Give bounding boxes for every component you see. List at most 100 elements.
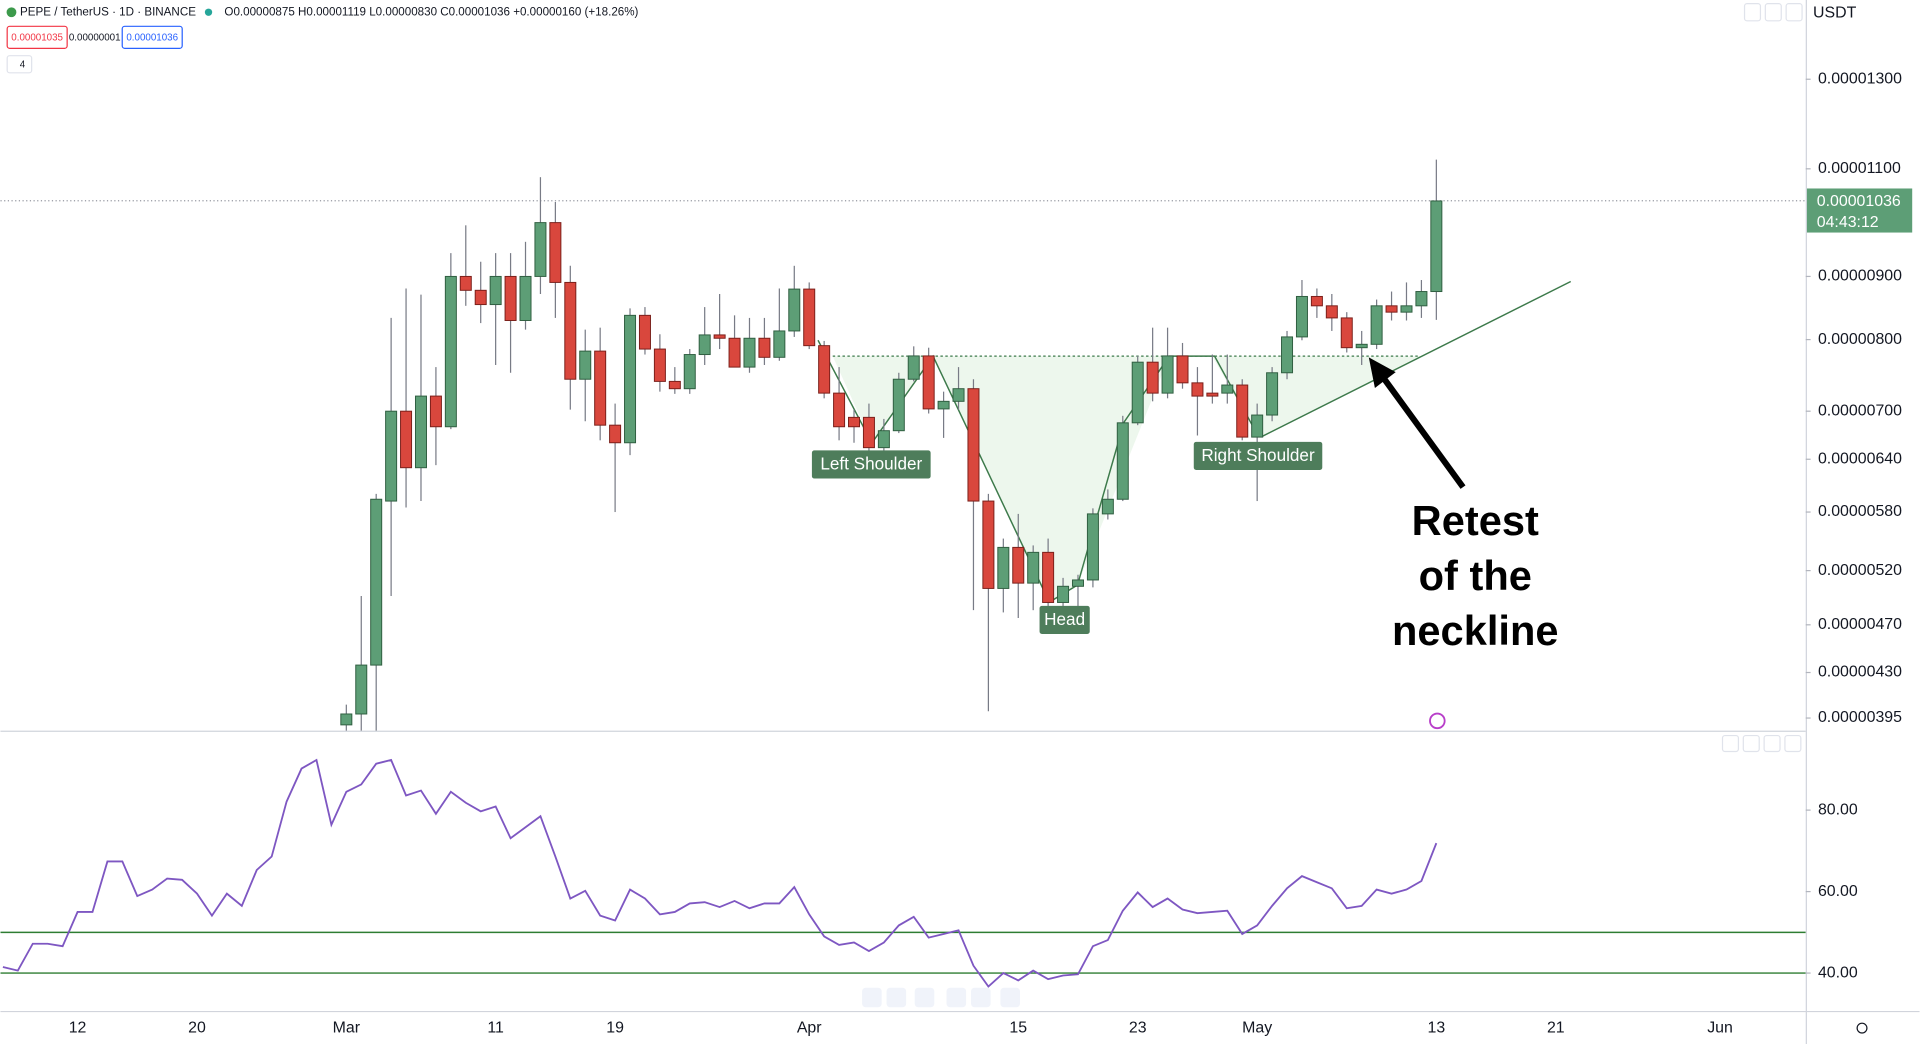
candle-body [653, 348, 666, 382]
candle-body [683, 354, 696, 390]
reset-zoom[interactable] [914, 987, 935, 1008]
candle-body [609, 424, 622, 444]
currency: USDT [1813, 5, 1857, 22]
candle-body [1146, 361, 1159, 394]
x-tick-label: 23 [1129, 1019, 1147, 1036]
y-tick-label: 0.00001300 [1818, 70, 1902, 87]
candle-body [698, 334, 711, 356]
candle-body [967, 388, 980, 502]
candle-body [1206, 392, 1219, 397]
scroll-button[interactable] [1743, 3, 1762, 22]
note-line: neckline [1392, 607, 1559, 654]
event-icon[interactable] [1429, 712, 1446, 730]
candle-body [1101, 498, 1114, 515]
rsi-line [2, 758, 1438, 988]
maximize-button[interactable] [1764, 3, 1782, 22]
candle-body [1071, 579, 1084, 587]
candle-body [862, 416, 875, 449]
spread: 0.00000001 [69, 33, 121, 44]
y-tick-label: 40.00 [1818, 964, 1858, 981]
candle-body [549, 222, 562, 283]
candle-body [1012, 546, 1025, 584]
x-tick-label: 13 [1427, 1019, 1445, 1036]
candle-body [504, 275, 517, 321]
candle-body [1415, 291, 1428, 307]
candle-body [1042, 551, 1055, 603]
countdown: 04:43:12 [1817, 214, 1879, 231]
pane-settings-button[interactable] [1763, 734, 1781, 753]
y-tick-label: 0.00000800 [1818, 331, 1902, 348]
candle-body [803, 288, 816, 347]
x-tick-label: Jun [1707, 1019, 1733, 1036]
symbol: PEPE / TetherUS · 1D · BINANCE [20, 5, 196, 18]
zoom-out[interactable] [862, 987, 882, 1008]
y-tick-label: 0.00000900 [1818, 268, 1902, 285]
candle-body [429, 395, 442, 428]
candle-body [444, 275, 457, 428]
candle-body [1236, 384, 1249, 438]
pattern-area [832, 356, 1421, 603]
x-tick-label: 15 [1009, 1019, 1027, 1036]
candle-body [1400, 305, 1413, 313]
candle-body [1295, 295, 1308, 338]
note-line: Retest [1412, 497, 1539, 544]
candle-body [1325, 305, 1338, 319]
buy-price: 0.00001036 [126, 33, 178, 44]
close-button[interactable] [1785, 3, 1803, 22]
candle-body [1251, 414, 1264, 438]
y-tick-label: 80.00 [1818, 801, 1858, 818]
candle-body [1340, 317, 1353, 349]
status-dot [204, 8, 213, 16]
trendline [1260, 280, 1572, 438]
buy-button[interactable] [121, 25, 183, 49]
candle-body [952, 388, 965, 402]
candle-body [370, 498, 383, 666]
candle-body [1370, 305, 1383, 345]
candle-body [1310, 295, 1323, 307]
scroll-left[interactable] [946, 987, 967, 1008]
sell-button[interactable] [6, 25, 68, 49]
pane-maximize-button[interactable] [1784, 734, 1802, 753]
x-tick-label: May [1242, 1019, 1272, 1036]
price-label: 0.00001036 [1817, 193, 1901, 210]
y-tick-label: 0.00000700 [1818, 402, 1902, 419]
candle-body [624, 314, 637, 444]
zoom-in[interactable] [886, 987, 907, 1008]
x-tick-label: Mar [333, 1019, 361, 1036]
candle-body [743, 337, 756, 368]
indicators-count: 4 [20, 59, 26, 70]
candle-body [459, 275, 472, 291]
y-tick-label: 0.00000430 [1818, 664, 1902, 681]
reset-chart[interactable] [1000, 987, 1020, 1008]
annotation: Right Shoulder [1201, 445, 1315, 465]
pane-up-button[interactable] [1721, 734, 1740, 753]
candle-body [1221, 384, 1234, 394]
candle-body [728, 337, 741, 368]
arrow-shaft [1378, 372, 1466, 489]
candle-body [818, 345, 831, 394]
indicators-toggle[interactable] [6, 55, 33, 74]
candle-body [788, 288, 801, 332]
candle-body [385, 410, 398, 502]
scroll-right[interactable] [971, 987, 991, 1008]
label-box [811, 450, 931, 479]
candle-body [1057, 585, 1070, 603]
candle-body [564, 281, 577, 380]
y-tick-label: 0.00001100 [1818, 160, 1901, 177]
y-tick-label: 60.00 [1818, 883, 1858, 900]
pane-close-button[interactable] [1742, 734, 1760, 753]
settings-icon[interactable] [1856, 1022, 1868, 1034]
candle-body [713, 334, 726, 339]
candle-body [1385, 305, 1398, 313]
candle-body [340, 713, 353, 726]
note-line: of the [1419, 552, 1532, 599]
candle-body [1027, 551, 1040, 584]
candle-body [668, 380, 681, 390]
arrow-head [1368, 357, 1396, 388]
candle-body [982, 500, 995, 589]
candle-body [922, 355, 935, 410]
candle-body [937, 400, 950, 410]
candle-body [877, 430, 890, 449]
candle-body [1430, 200, 1443, 293]
